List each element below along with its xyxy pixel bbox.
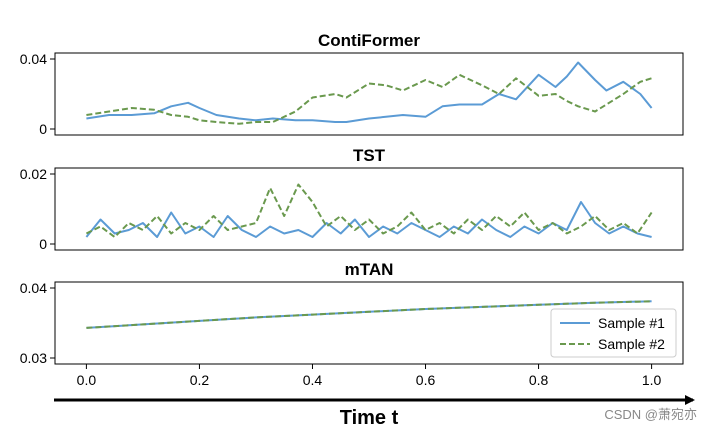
tst-series-sample-1 xyxy=(85,201,652,238)
contiformer-panel: ContiFormer 0 0.04 xyxy=(20,31,684,137)
mtan-ytick-label: 0.03 xyxy=(20,350,47,366)
legend-label-sample-1: Sample #1 xyxy=(598,315,665,331)
mtan-panel: mTAN 0.03 0.04 0.0 0.2 0.4 0.6 0.8 1.0 Sample … xyxy=(20,260,684,388)
contiformer-ytick-label: 0.04 xyxy=(20,51,47,67)
mtan-xtick-label: 1.0 xyxy=(642,372,662,388)
mtan-xtick-label: 0.0 xyxy=(77,372,97,388)
mtan-xtick-label: 0.8 xyxy=(529,372,549,388)
tst-ytick-label: 0 xyxy=(39,236,47,252)
x-axis-label: Time t xyxy=(340,407,399,429)
contiformer-ytick-label: 0 xyxy=(39,121,47,137)
tst-series-sample-2 xyxy=(85,183,653,238)
mtan-ytick-label: 0.04 xyxy=(20,280,47,296)
contiformer-axes xyxy=(54,52,684,136)
watermark: CSDN @萧宛亦 xyxy=(604,407,697,422)
contiformer-title: ContiFormer xyxy=(318,31,420,50)
contiformer-series-sample-1 xyxy=(86,61,653,123)
tst-panel: TST 0 0.02 xyxy=(20,146,684,252)
mtan-xtick-label: 0.6 xyxy=(416,372,436,388)
mtan-series-sample-2 xyxy=(86,300,652,329)
legend: Sample #1 Sample #2 xyxy=(550,308,677,358)
contiformer-series-sample-2 xyxy=(86,73,652,125)
tst-ytick-label: 0.02 xyxy=(20,166,47,182)
tst-title: TST xyxy=(353,146,386,165)
mtan-axes xyxy=(54,281,684,365)
mtan-title: mTAN xyxy=(345,260,394,279)
mtan-xtick-label: 0.2 xyxy=(190,372,210,388)
mtan-xtick-label: 0.4 xyxy=(303,372,323,388)
tst-axes xyxy=(54,167,684,251)
legend-label-sample-2: Sample #2 xyxy=(598,336,665,352)
